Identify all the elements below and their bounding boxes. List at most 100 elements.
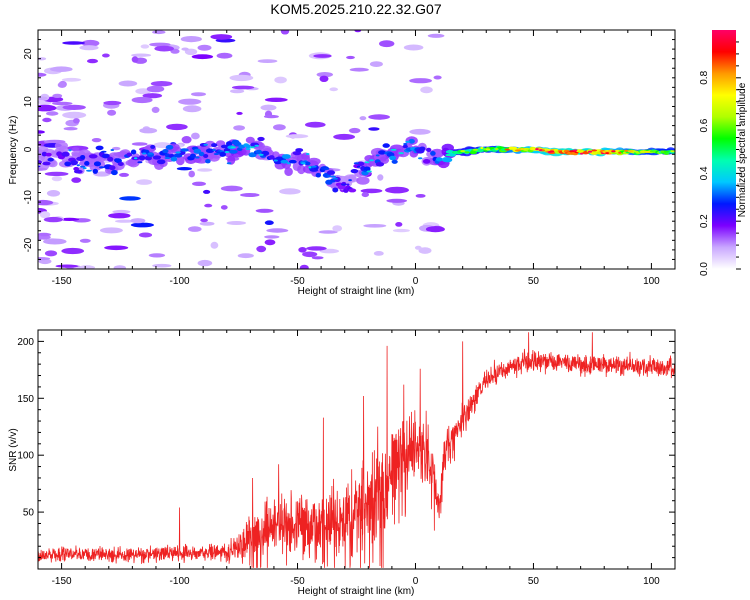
spectrogram-ridge-cell xyxy=(326,170,336,175)
x-tick-label: 50 xyxy=(528,576,540,587)
spectrogram-noise-blob xyxy=(285,134,309,139)
spectrogram-ridge-cell xyxy=(245,148,251,150)
spectrogram-noise-blob xyxy=(51,176,63,182)
spectrogram-ridge-cell xyxy=(591,149,598,152)
spectrogram-noise-blob xyxy=(306,246,327,251)
spectrogram-ridge-cell xyxy=(254,144,259,147)
spectrogram-ridge-cell xyxy=(213,153,219,155)
spectrogram-noise-blob xyxy=(181,47,189,51)
spectrogram-ridge-cell xyxy=(86,169,92,172)
spectrogram-noise-blob xyxy=(197,259,213,267)
spectrogram-ridge-cell xyxy=(332,187,339,193)
spectrogram-ridge-cell xyxy=(48,160,58,168)
spectrogram-noise-blob xyxy=(191,132,200,140)
y-tick-label: 150 xyxy=(17,394,34,405)
spectrogram-noise-blob xyxy=(420,86,433,94)
spectrogram-noise-blob xyxy=(46,190,61,197)
spectrogram-noise-blob xyxy=(210,34,233,40)
spectrogram-noise-blob xyxy=(62,41,85,45)
spectrogram-noise-blob xyxy=(43,238,67,245)
colorbar: 0.0 0.2 0.4 0.6 0.8 Normalized spectral ampl… xyxy=(699,30,748,276)
spectrogram-noise-blob xyxy=(140,44,150,49)
spectrogram-noise-blob xyxy=(108,213,131,219)
spectrogram-ridge-cell xyxy=(93,161,102,167)
spectrogram-noise-blob xyxy=(78,265,96,269)
spectrogram-noise-blob xyxy=(279,188,301,195)
spectrogram-noise-blob xyxy=(368,127,380,131)
spectrogram-noise-blob xyxy=(203,189,211,194)
spectrogram-noise-blob xyxy=(150,81,173,87)
spectrogram-noise-blob xyxy=(361,192,369,198)
spectrogram-noise-blob xyxy=(148,253,166,258)
y-tick-label: 0 xyxy=(23,146,34,152)
spectrogram-noise-blob xyxy=(188,170,195,178)
spectrogram-ridge-cell xyxy=(224,151,230,153)
spectrogram-noise-blob xyxy=(236,111,243,115)
spectrogram-noise-blob xyxy=(204,203,213,208)
spectrogram-noise-blob xyxy=(233,125,246,131)
snr-background xyxy=(38,330,675,569)
spectrogram-noise-blob xyxy=(71,177,82,183)
spectrogram-ridge-cell xyxy=(193,148,202,154)
colorbar-label: Normalized spectral amplitude xyxy=(737,82,748,217)
spectrogram-noise-blob xyxy=(349,67,369,72)
spectrogram-ridge-cell xyxy=(84,161,90,166)
spectrogram-image xyxy=(38,30,675,269)
spectrogram-noise-blob xyxy=(332,225,343,232)
spectrogram-ridge-cell xyxy=(350,169,359,174)
spectrogram-noise-blob xyxy=(264,97,288,103)
spectrogram-noise-blob xyxy=(305,121,326,128)
spectrogram-noise-blob xyxy=(103,100,122,106)
spectrogram-ridge-cell xyxy=(332,177,338,180)
spectrogram-noise-blob xyxy=(139,127,158,134)
spectrogram-ridge-cell xyxy=(198,151,205,157)
spectrogram-ridge-cell xyxy=(95,145,104,151)
colorbar-tick-label: 0.6 xyxy=(699,118,710,132)
spectrogram-noise-blob xyxy=(329,87,339,92)
spectrogram-ridge-cell xyxy=(430,151,436,156)
spectrogram-ridge-cell xyxy=(288,159,297,164)
spectrogram-noise-blob xyxy=(113,265,126,269)
spectrogram-ridge-cell xyxy=(464,151,470,154)
spectrogram-ridge-cell xyxy=(284,167,293,176)
spectrogram-ridge-cell xyxy=(92,168,99,174)
spectrogram-x-axis-label: Height of straight line (km) xyxy=(298,286,415,297)
spectrogram-ridge-cell xyxy=(301,162,306,165)
spectrogram-ridge-cell xyxy=(164,157,171,159)
spectrogram-noise-blob xyxy=(363,224,387,228)
spectrogram-ridge-cell xyxy=(305,153,310,155)
spectrogram-ridge-cell xyxy=(494,148,499,150)
spectrogram-ridge-cell xyxy=(42,161,51,166)
spectrogram-noise-blob xyxy=(264,220,274,225)
spectrogram-ridge-cell xyxy=(660,150,665,153)
x-tick-label: 100 xyxy=(643,576,660,587)
spectrogram-noise-blob xyxy=(333,133,355,140)
spectrogram-ridge-cell xyxy=(245,144,251,149)
spectrogram-noise-blob xyxy=(170,48,180,54)
spectrogram-noise-blob xyxy=(72,147,80,151)
y-tick-label: 50 xyxy=(23,508,35,519)
spectrogram-ridge-cell xyxy=(664,150,669,153)
spectrogram-noise-blob xyxy=(130,222,154,228)
spectrogram-ridge-cell xyxy=(315,172,321,178)
spectrogram-ridge-cell xyxy=(142,152,147,155)
spectrogram-ridge-cell xyxy=(130,149,137,155)
spectrogram-noise-blob xyxy=(151,106,160,113)
spectrogram-ridge-cell xyxy=(126,152,133,157)
spectrogram-noise-blob xyxy=(63,127,78,131)
spectrogram-ridge-cell xyxy=(205,159,211,164)
y-tick-label: -10 xyxy=(23,190,34,205)
spectrogram-ridge-cell xyxy=(64,161,72,167)
spectrogram-noise-blob xyxy=(38,130,45,134)
spectrogram-ridge-cell xyxy=(402,144,408,149)
spectrogram-ridge-cell xyxy=(573,149,578,152)
spectrogram-ridge-cell xyxy=(268,155,275,160)
spectrogram-ridge-cell xyxy=(280,159,289,164)
spectrogram-ridge-cell xyxy=(304,161,311,166)
spectrogram-noise-blob xyxy=(386,198,408,203)
spectrogram-noise-blob xyxy=(273,124,286,131)
spectrogram-noise-blob xyxy=(379,40,395,48)
spectrogram-noise-blob xyxy=(115,219,134,223)
spectrogram-noise-blob xyxy=(152,263,172,268)
